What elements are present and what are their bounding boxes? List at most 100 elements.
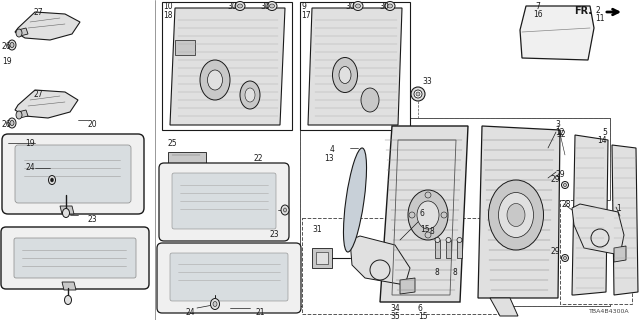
- Ellipse shape: [355, 4, 360, 8]
- Ellipse shape: [361, 88, 379, 112]
- Text: 26: 26: [2, 120, 12, 129]
- Ellipse shape: [411, 87, 425, 101]
- Ellipse shape: [446, 237, 451, 243]
- Text: 29: 29: [550, 247, 560, 257]
- Text: 5: 5: [602, 128, 607, 137]
- Bar: [162, 2, 292, 130]
- FancyBboxPatch shape: [1, 227, 149, 289]
- Ellipse shape: [245, 88, 255, 102]
- Text: 18: 18: [163, 11, 173, 20]
- Text: 23: 23: [88, 215, 98, 224]
- Bar: [560, 200, 632, 304]
- Text: 32: 32: [556, 130, 566, 139]
- Ellipse shape: [10, 43, 14, 47]
- FancyBboxPatch shape: [14, 238, 136, 278]
- Text: 26: 26: [2, 42, 12, 51]
- Text: 6: 6: [418, 304, 423, 313]
- Ellipse shape: [16, 29, 22, 37]
- Ellipse shape: [353, 2, 363, 11]
- Text: 8: 8: [435, 268, 440, 277]
- Ellipse shape: [240, 81, 260, 109]
- Ellipse shape: [563, 257, 566, 260]
- Ellipse shape: [51, 178, 54, 182]
- Ellipse shape: [488, 180, 543, 250]
- Ellipse shape: [385, 2, 395, 11]
- Ellipse shape: [333, 58, 358, 92]
- Bar: [457, 240, 462, 258]
- Ellipse shape: [207, 70, 223, 90]
- Bar: [302, 218, 498, 314]
- Text: 14: 14: [597, 136, 607, 145]
- Bar: [446, 240, 451, 258]
- Text: 30: 30: [260, 2, 270, 11]
- Text: 12: 12: [555, 128, 564, 137]
- Text: FR.: FR.: [574, 6, 592, 16]
- Text: 30: 30: [379, 2, 389, 11]
- Polygon shape: [60, 206, 74, 214]
- Text: 27: 27: [33, 8, 43, 17]
- Bar: [168, 152, 206, 164]
- Ellipse shape: [408, 190, 448, 240]
- Ellipse shape: [281, 205, 289, 215]
- Polygon shape: [18, 110, 28, 118]
- Bar: [300, 118, 610, 306]
- Text: 21: 21: [255, 308, 264, 317]
- Polygon shape: [170, 8, 285, 125]
- Ellipse shape: [339, 67, 351, 84]
- Polygon shape: [572, 204, 624, 255]
- Polygon shape: [400, 278, 415, 294]
- Text: 23: 23: [270, 230, 280, 239]
- Text: 10: 10: [163, 2, 173, 11]
- Ellipse shape: [561, 181, 568, 188]
- Polygon shape: [614, 246, 626, 262]
- Polygon shape: [520, 6, 594, 60]
- Text: 19: 19: [2, 57, 12, 66]
- Ellipse shape: [49, 175, 56, 185]
- Ellipse shape: [561, 254, 568, 261]
- FancyBboxPatch shape: [15, 145, 131, 203]
- Text: TBA4B4300A: TBA4B4300A: [589, 309, 630, 314]
- Ellipse shape: [416, 92, 420, 96]
- FancyBboxPatch shape: [159, 163, 289, 241]
- Ellipse shape: [387, 4, 392, 8]
- Text: 24: 24: [186, 308, 195, 317]
- Text: 20: 20: [88, 120, 98, 129]
- Text: 22: 22: [253, 154, 262, 163]
- Ellipse shape: [235, 2, 245, 11]
- FancyBboxPatch shape: [170, 253, 288, 301]
- Text: 35: 35: [390, 312, 400, 320]
- Bar: [300, 118, 610, 306]
- Text: 11: 11: [595, 14, 605, 23]
- Ellipse shape: [344, 148, 367, 252]
- Text: 6: 6: [420, 209, 425, 218]
- Ellipse shape: [284, 208, 287, 212]
- Text: 24: 24: [26, 164, 35, 172]
- Ellipse shape: [237, 4, 243, 8]
- Polygon shape: [175, 40, 195, 55]
- Text: 16: 16: [533, 10, 543, 19]
- Ellipse shape: [211, 299, 220, 309]
- Text: 27: 27: [33, 90, 43, 99]
- FancyBboxPatch shape: [172, 173, 276, 229]
- Ellipse shape: [563, 183, 566, 187]
- Polygon shape: [380, 126, 468, 302]
- Text: 33: 33: [422, 77, 432, 86]
- Ellipse shape: [65, 295, 72, 305]
- Bar: [316, 252, 328, 264]
- Ellipse shape: [499, 193, 534, 237]
- Text: 1: 1: [616, 204, 621, 213]
- Ellipse shape: [409, 212, 415, 218]
- Bar: [435, 240, 440, 258]
- Ellipse shape: [213, 301, 217, 307]
- Polygon shape: [612, 145, 638, 295]
- Polygon shape: [572, 135, 608, 295]
- Ellipse shape: [8, 40, 16, 50]
- Text: 28: 28: [561, 200, 570, 209]
- Text: 13: 13: [324, 154, 334, 163]
- Text: 8: 8: [429, 227, 435, 236]
- Ellipse shape: [10, 121, 14, 125]
- Ellipse shape: [457, 237, 462, 243]
- Text: 29: 29: [556, 170, 566, 179]
- Text: 15: 15: [418, 312, 428, 320]
- Polygon shape: [478, 126, 560, 298]
